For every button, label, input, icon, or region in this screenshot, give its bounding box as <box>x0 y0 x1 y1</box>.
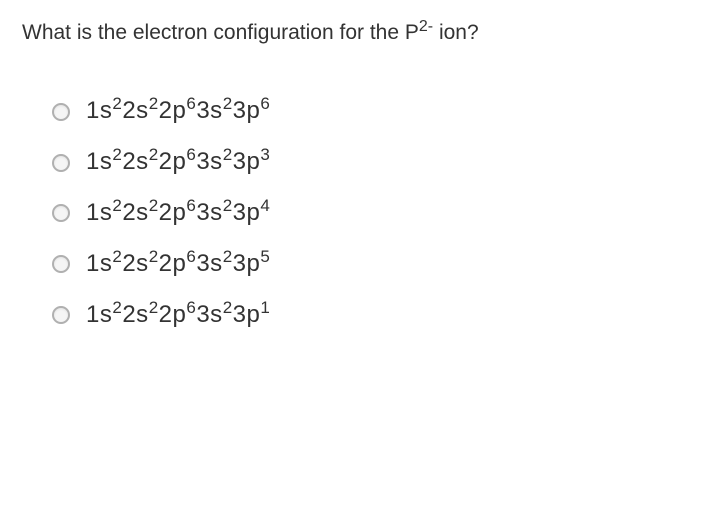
option-label: 1s22s22p63s23p4 <box>86 199 270 228</box>
option-row[interactable]: 1s22s22p63s23p3 <box>52 148 692 177</box>
radio-button[interactable] <box>52 306 70 324</box>
option-row[interactable]: 1s22s22p63s23p6 <box>52 97 692 126</box>
question-suffix: ion? <box>433 21 479 44</box>
question-prefix: What is the electron configuration for t… <box>22 21 419 44</box>
radio-button[interactable] <box>52 255 70 273</box>
option-row[interactable]: 1s22s22p63s23p1 <box>52 301 692 330</box>
option-label: 1s22s22p63s23p1 <box>86 301 270 330</box>
option-label: 1s22s22p63s23p5 <box>86 250 270 279</box>
radio-button[interactable] <box>52 103 70 121</box>
question-charge: 2- <box>419 18 433 35</box>
option-row[interactable]: 1s22s22p63s23p4 <box>52 199 692 228</box>
question-text: What is the electron configuration for t… <box>22 18 692 47</box>
radio-button[interactable] <box>52 154 70 172</box>
option-label: 1s22s22p63s23p3 <box>86 148 270 177</box>
option-row[interactable]: 1s22s22p63s23p5 <box>52 250 692 279</box>
option-label: 1s22s22p63s23p6 <box>86 97 270 126</box>
radio-button[interactable] <box>52 204 70 222</box>
options-container: 1s22s22p63s23p6 1s22s22p63s23p3 1s22s22p… <box>22 97 692 329</box>
